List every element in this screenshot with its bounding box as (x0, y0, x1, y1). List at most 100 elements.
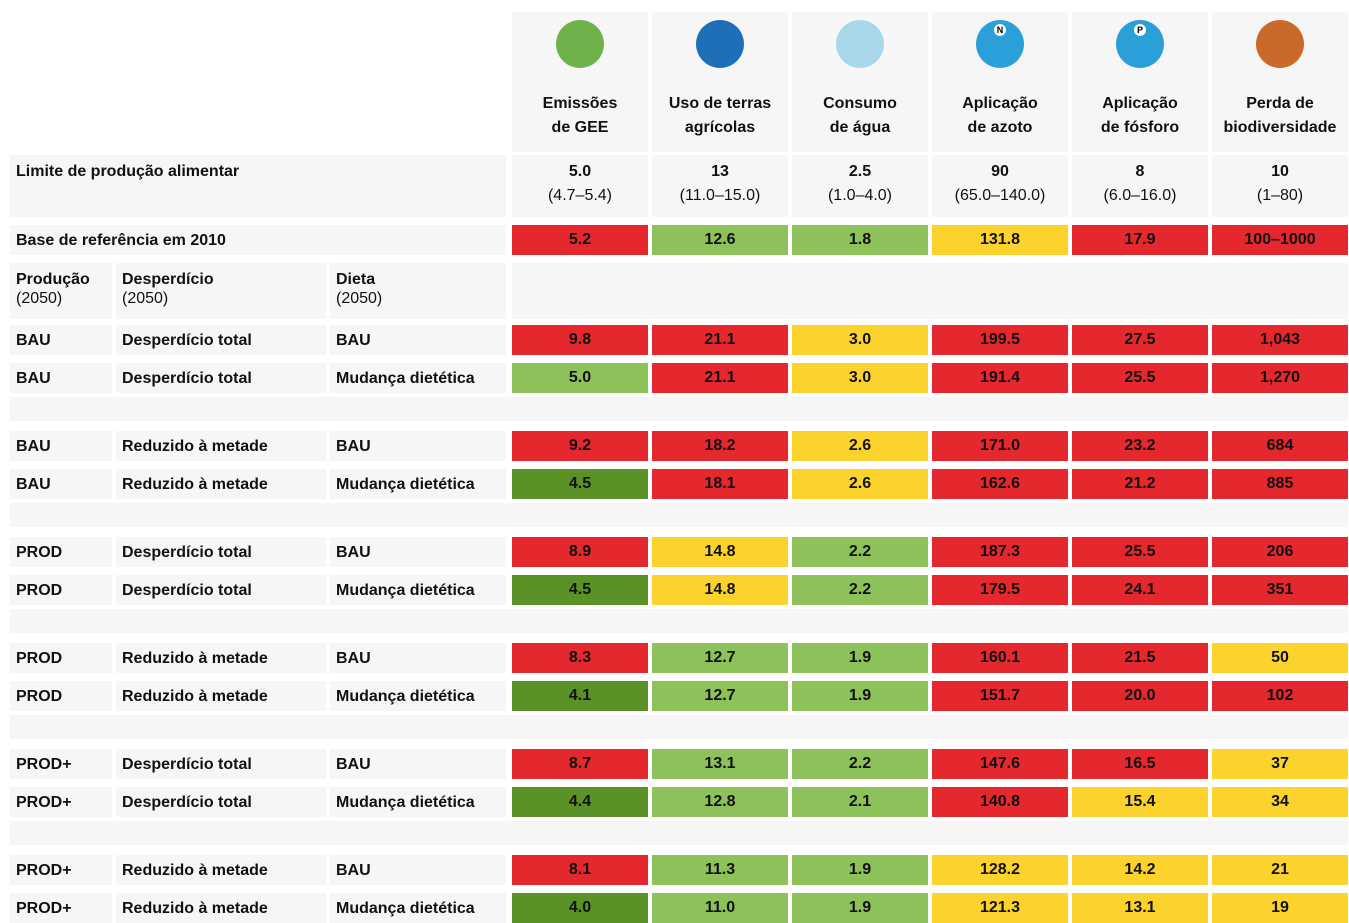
value-cell: 2.2 (792, 749, 928, 779)
value-cell: 8.7 (512, 749, 648, 779)
row-label: Base de referência em 2010 (16, 232, 226, 249)
value-cell: 12.6 (652, 225, 788, 255)
value-cell: 9.2 (512, 431, 648, 461)
label-cell (10, 643, 112, 673)
value-cell: 4.5 (512, 469, 648, 499)
limit-value: 13 (711, 163, 729, 180)
column-header: biodiversidade (1223, 119, 1337, 136)
value-cell: 4.0 (512, 893, 648, 923)
value-cell: 128.2 (932, 855, 1068, 885)
value-cell: 1.9 (792, 893, 928, 923)
limit-range: (65.0–140.0) (954, 187, 1046, 204)
value-cell: 2.2 (792, 575, 928, 605)
scenario-header-sub: (2050) (122, 290, 169, 307)
label-cell (116, 855, 326, 885)
spacer-row (10, 609, 1348, 633)
value-cell: 12.7 (652, 643, 788, 673)
limit-cell (792, 155, 928, 217)
scenario-header-sub: (2050) (16, 290, 63, 307)
scenario-header-cell (10, 263, 112, 319)
value-cell: 8.3 (512, 643, 648, 673)
label-cell (330, 749, 506, 779)
value-cell: 20.0 (1072, 681, 1208, 711)
value-cell: 37 (1212, 749, 1348, 779)
label-cell (116, 431, 326, 461)
limit-cell (512, 155, 648, 217)
value-cell: 14.2 (1072, 855, 1208, 885)
scenario-label: Mudança dietética (336, 688, 475, 705)
scenario-label: PROD+ (16, 794, 72, 811)
value-cell: 16.5 (1072, 749, 1208, 779)
scenario-label: PROD (16, 650, 63, 667)
scenario-label: Desperdício total (122, 756, 252, 773)
value-cell: 4.5 (512, 575, 648, 605)
value-cell: 21.1 (652, 325, 788, 355)
label-cell (116, 363, 326, 393)
limit-range: (11.0–15.0) (679, 187, 761, 204)
limit-range: (1.0–4.0) (827, 187, 893, 204)
value-cell: 1.8 (792, 225, 928, 255)
value-cell: 351 (1212, 575, 1348, 605)
label-cell (330, 575, 506, 605)
value-cell: 25.5 (1072, 537, 1208, 567)
limit-value: 2.5 (848, 163, 872, 180)
value-cell: 162.6 (932, 469, 1068, 499)
value-cell: 885 (1212, 469, 1348, 499)
value-cell: 11.0 (652, 893, 788, 923)
icon (836, 20, 884, 68)
value-cell: 4.1 (512, 681, 648, 711)
value-cell: 140.8 (932, 787, 1068, 817)
label-cell (10, 893, 112, 923)
value-cell: 1,270 (1212, 363, 1348, 393)
label-cell (116, 787, 326, 817)
scenario-label: Reduzido à metade (122, 900, 268, 917)
value-cell: 9.8 (512, 325, 648, 355)
limit-value: 10 (1271, 163, 1289, 180)
value-cell: 14.8 (652, 575, 788, 605)
label-cell (116, 469, 326, 499)
label-cell (330, 469, 506, 499)
label-cell (10, 681, 112, 711)
value-cell: 206 (1212, 537, 1348, 567)
scenario-label: BAU (336, 438, 371, 455)
scenario-label: BAU (336, 650, 371, 667)
limit-value: 5.0 (568, 163, 592, 180)
icon (556, 20, 604, 68)
value-cell: 684 (1212, 431, 1348, 461)
scenario-label: BAU (16, 332, 51, 349)
column-header: de azoto (967, 119, 1033, 136)
scenario-label: Desperdício total (122, 332, 252, 349)
value-cell: 1.9 (792, 681, 928, 711)
scenario-label: Mudança dietética (336, 370, 475, 387)
value-cell: 11.3 (652, 855, 788, 885)
column-header: agrícolas (684, 119, 756, 136)
value-cell: 50 (1212, 643, 1348, 673)
spacer-row (10, 715, 1348, 739)
label-cell (10, 363, 112, 393)
value-cell: 34 (1212, 787, 1348, 817)
scenario-label: BAU (336, 862, 371, 879)
value-cell: 13.1 (1072, 893, 1208, 923)
label-cell (116, 749, 326, 779)
spacer-row (10, 397, 1348, 421)
value-cell: 151.7 (932, 681, 1068, 711)
value-cell: 2.6 (792, 431, 928, 461)
label-cell (330, 431, 506, 461)
limit-value: 90 (991, 163, 1009, 180)
value-cell: 27.5 (1072, 325, 1208, 355)
value-cell: 21.5 (1072, 643, 1208, 673)
value-cell: 18.1 (652, 469, 788, 499)
scenario-header: Produção (16, 271, 90, 288)
scenario-label: Reduzido à metade (122, 650, 268, 667)
label-cell (10, 855, 112, 885)
value-cell: 3.0 (792, 363, 928, 393)
scenario-label: Reduzido à metade (122, 688, 268, 705)
row-label-cell (10, 225, 506, 255)
icon-label: P (1134, 24, 1146, 36)
scenario-label: Mudança dietética (336, 794, 475, 811)
label-cell (10, 431, 112, 461)
scenario-header-cell (330, 263, 506, 319)
column-header: Perda de (1246, 95, 1314, 112)
value-cell: 2.6 (792, 469, 928, 499)
